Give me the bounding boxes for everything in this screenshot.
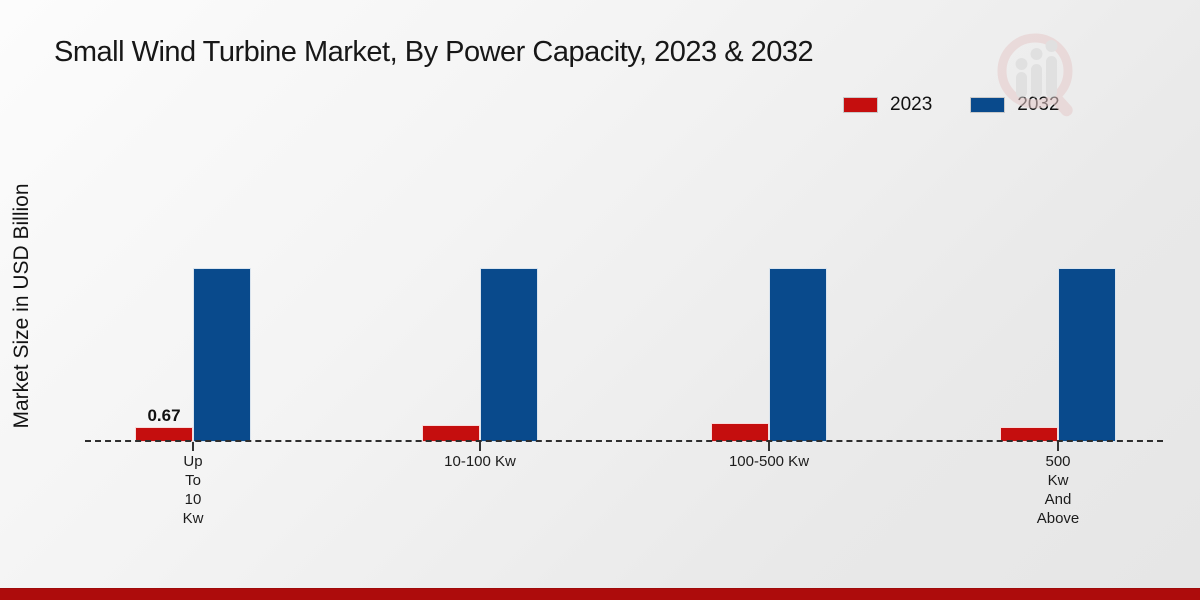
footer-accent-bar [0, 588, 1200, 600]
x-axis-label-10-100-kw: 10-100 Kw [444, 453, 516, 470]
bar-value-label: 0.67 [147, 406, 181, 425]
x-axis-tick [1057, 442, 1059, 451]
x-axis-label-500-kw-and-above: 500 Kw And Above [1036, 453, 1080, 527]
magnifier-bar-chart-logo-icon [997, 33, 1073, 117]
x-axis-tick [479, 442, 481, 451]
bar-2032-500-kw-and-above [1058, 268, 1116, 442]
x-axis-tick [768, 442, 770, 451]
bar-2032-up-to-10-kw [193, 268, 251, 442]
chart-title: Small Wind Turbine Market, By Power Capa… [54, 36, 814, 68]
bar-2032-10-100-kw [480, 268, 538, 442]
legend-swatch-2023 [843, 97, 878, 113]
x-axis-label-up-to-10-kw: Up To 10 Kw [182, 453, 204, 527]
legend-label-2023: 2023 [890, 94, 933, 115]
x-axis-tick [192, 442, 194, 451]
bar-2032-100-500-kw [769, 268, 827, 442]
y-axis-label: Market Size in USD Billion [10, 183, 33, 429]
legend-swatch-2032 [970, 97, 1006, 113]
x-axis-baseline [85, 440, 1163, 442]
x-axis-label-100-500-kw: 100-500 Kw [728, 453, 810, 470]
legend-item-2023: 2023 [843, 94, 932, 116]
